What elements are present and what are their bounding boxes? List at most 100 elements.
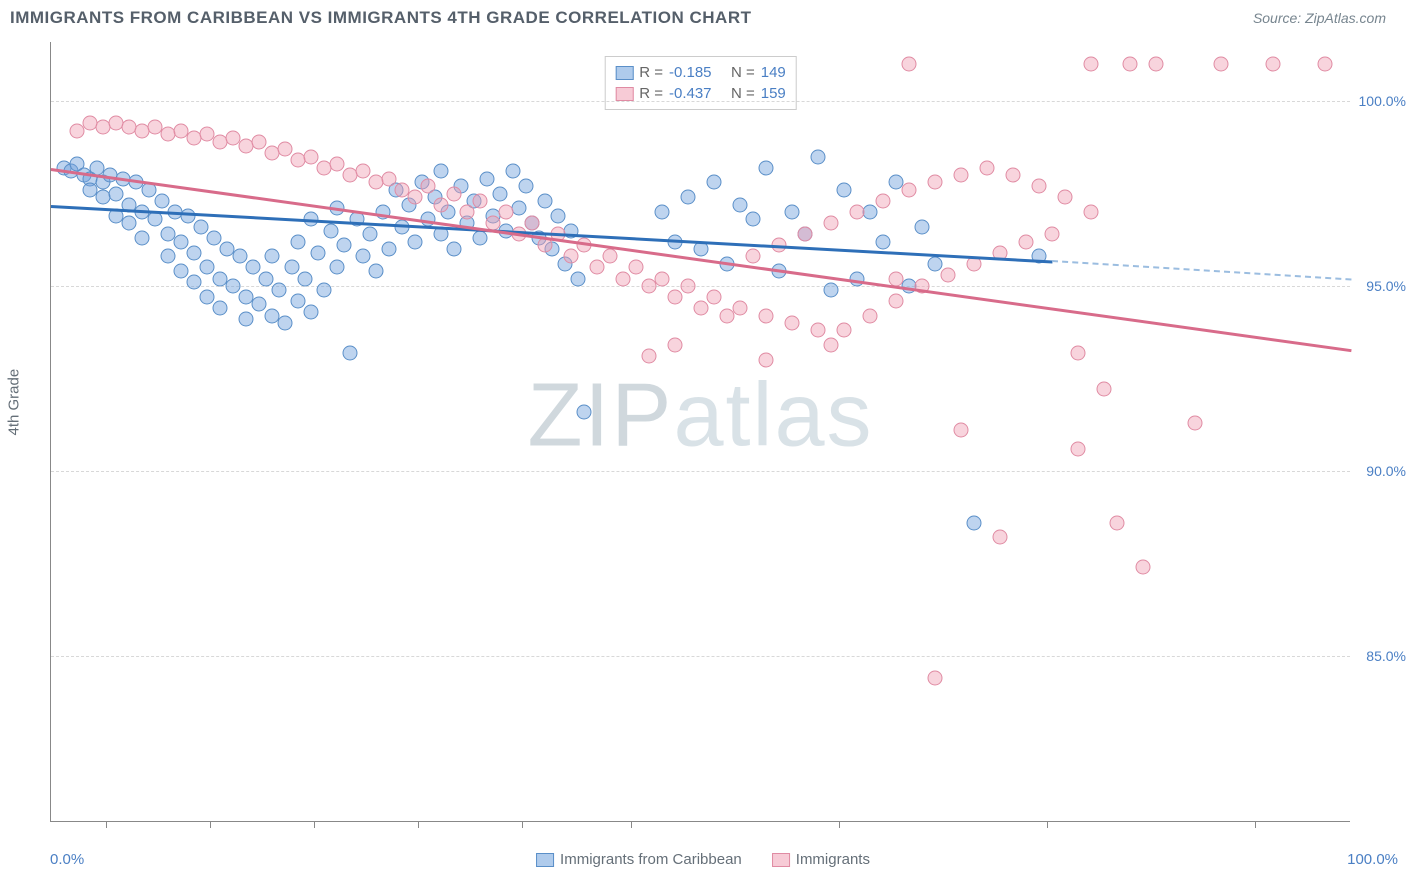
- data-point-pink: [1071, 441, 1086, 456]
- data-point-pink: [928, 175, 943, 190]
- data-point-blue: [382, 242, 397, 257]
- x-tick: [1255, 821, 1256, 828]
- data-point-pink: [889, 271, 904, 286]
- data-point-blue: [811, 149, 826, 164]
- y-tick-label: 95.0%: [1366, 278, 1406, 294]
- data-point-blue: [291, 293, 306, 308]
- data-point-blue: [434, 164, 449, 179]
- data-point-pink: [954, 168, 969, 183]
- data-point-blue: [154, 193, 169, 208]
- data-point-pink: [460, 205, 475, 220]
- data-point-blue: [473, 230, 488, 245]
- data-point-pink: [642, 349, 657, 364]
- data-point-pink: [837, 323, 852, 338]
- data-point-pink: [1019, 234, 1034, 249]
- data-point-blue: [135, 230, 150, 245]
- data-point-pink: [590, 260, 605, 275]
- data-point-blue: [317, 282, 332, 297]
- data-point-blue: [876, 234, 891, 249]
- data-point-blue: [310, 245, 325, 260]
- data-point-pink: [1071, 345, 1086, 360]
- data-point-blue: [863, 205, 878, 220]
- gridline-h: [51, 656, 1350, 657]
- data-point-blue: [551, 208, 566, 223]
- y-tick-label: 85.0%: [1366, 648, 1406, 664]
- data-point-pink: [278, 142, 293, 157]
- data-point-pink: [473, 193, 488, 208]
- legend-item-blue: Immigrants from Caribbean: [536, 849, 742, 870]
- data-point-blue: [297, 271, 312, 286]
- data-point-blue: [291, 234, 306, 249]
- data-point-blue: [239, 312, 254, 327]
- data-point-pink: [863, 308, 878, 323]
- data-point-blue: [336, 238, 351, 253]
- data-point-pink: [382, 171, 397, 186]
- data-point-pink: [668, 290, 683, 305]
- swatch-pink: [772, 853, 790, 867]
- data-point-pink: [564, 249, 579, 264]
- data-point-blue: [200, 260, 215, 275]
- gridline-h: [51, 101, 1350, 102]
- x-axis-max-label: 100.0%: [1347, 851, 1398, 868]
- header-bar: IMMIGRANTS FROM CARIBBEAN VS IMMIGRANTS …: [0, 0, 1406, 32]
- data-point-blue: [837, 182, 852, 197]
- data-point-pink: [1084, 57, 1099, 72]
- data-point-blue: [538, 193, 553, 208]
- data-point-pink: [1084, 205, 1099, 220]
- data-point-pink: [811, 323, 826, 338]
- data-point-blue: [271, 282, 286, 297]
- data-point-pink: [525, 216, 540, 231]
- data-point-pink: [759, 308, 774, 323]
- data-point-pink: [1123, 57, 1138, 72]
- data-point-blue: [187, 245, 202, 260]
- chart-container: 4th Grade ZIPatlas R = -0.185 N = 149 R …: [0, 32, 1406, 882]
- data-point-pink: [902, 57, 917, 72]
- data-point-pink: [356, 164, 371, 179]
- data-point-pink: [304, 149, 319, 164]
- legend-label-blue: Immigrants from Caribbean: [560, 851, 742, 868]
- data-point-blue: [369, 264, 384, 279]
- data-point-pink: [499, 205, 514, 220]
- data-point-blue: [232, 249, 247, 264]
- data-point-blue: [759, 160, 774, 175]
- data-point-pink: [876, 193, 891, 208]
- legend-item-pink: Immigrants: [772, 849, 870, 870]
- data-point-pink: [785, 315, 800, 330]
- data-point-pink: [993, 530, 1008, 545]
- gridline-h: [51, 286, 1350, 287]
- data-point-blue: [707, 175, 722, 190]
- data-point-pink: [954, 423, 969, 438]
- data-point-blue: [200, 290, 215, 305]
- data-point-blue: [252, 297, 267, 312]
- data-point-blue: [265, 249, 280, 264]
- y-axis-label: 4th Grade: [6, 369, 23, 436]
- data-point-pink: [1266, 57, 1281, 72]
- x-tick: [839, 821, 840, 828]
- data-point-pink: [824, 338, 839, 353]
- data-point-blue: [746, 212, 761, 227]
- data-point-blue: [967, 515, 982, 530]
- data-point-pink: [746, 249, 761, 264]
- data-point-blue: [577, 404, 592, 419]
- chart-title: IMMIGRANTS FROM CARIBBEAN VS IMMIGRANTS …: [10, 8, 752, 28]
- data-point-blue: [492, 186, 507, 201]
- data-point-pink: [1214, 57, 1229, 72]
- data-point-blue: [681, 190, 696, 205]
- data-point-blue: [148, 212, 163, 227]
- data-point-pink: [655, 271, 670, 286]
- x-tick: [210, 821, 211, 828]
- x-tick: [522, 821, 523, 828]
- data-point-blue: [193, 219, 208, 234]
- data-point-blue: [733, 197, 748, 212]
- data-point-blue: [570, 271, 585, 286]
- series-legend: Immigrants from Caribbean Immigrants: [536, 849, 870, 870]
- data-point-blue: [245, 260, 260, 275]
- data-point-pink: [408, 190, 423, 205]
- y-tick-label: 100.0%: [1359, 93, 1406, 109]
- data-point-blue: [343, 345, 358, 360]
- data-point-pink: [850, 205, 865, 220]
- data-point-blue: [174, 234, 189, 249]
- data-point-blue: [161, 249, 176, 264]
- data-point-blue: [109, 186, 124, 201]
- data-point-blue: [226, 278, 241, 293]
